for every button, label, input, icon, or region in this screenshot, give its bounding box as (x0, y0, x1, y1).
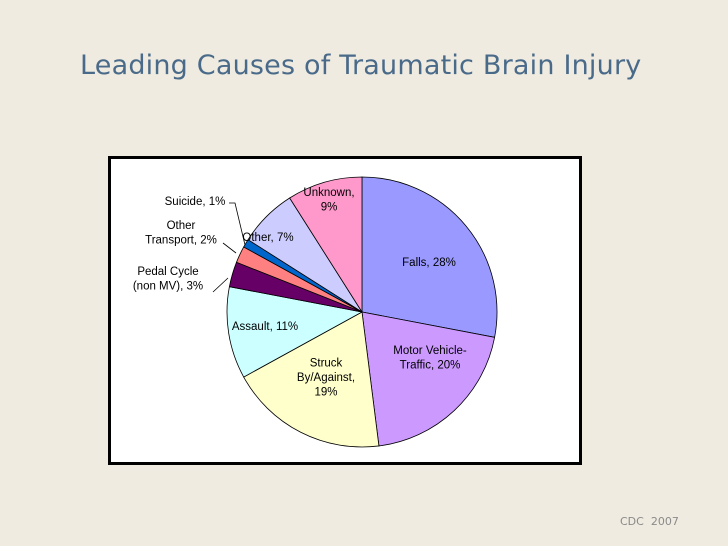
slice-labels: Falls, 28% Motor Vehicle- Traffic, 20% Stru… (133, 187, 467, 399)
leader-line-7 (229, 202, 246, 246)
leader-lines (212, 202, 246, 293)
pie-chart: Falls, 28% Motor Vehicle- Traffic, 20% Stru… (133, 176, 498, 448)
slice-label-line: 9% (321, 201, 338, 213)
slice-label-7: Suicide, 1% (165, 196, 226, 208)
slice-label-8: Other, 7% (242, 232, 293, 244)
slice-label-line: Pedal Cycle (137, 266, 198, 278)
pie-slice-3 (243, 311, 380, 448)
slice-label-line: Transport, 2% (145, 234, 217, 246)
slice-label-2: Motor Vehicle- Traffic, 20% (393, 345, 467, 372)
slice-label-line: Suicide, 1% (165, 196, 226, 208)
pie-slice-4 (226, 286, 364, 378)
pie-chart-frame: Falls, 28% Motor Vehicle- Traffic, 20% Stru… (108, 156, 582, 465)
leader-line-6 (222, 242, 237, 254)
slice-label-line: By/Against, (297, 372, 355, 384)
slice-label-1: Falls, 28% (402, 257, 456, 269)
slice-label-line: Traffic, 20% (400, 359, 461, 371)
slice-label-line: Motor Vehicle- (393, 345, 467, 357)
slice-label-line: (non MV), 3% (133, 280, 203, 292)
slice-label-line: Other (167, 220, 196, 232)
slice-label-3: Struck By/Against, 19% (297, 358, 355, 399)
slice-label-line: Struck (310, 358, 343, 370)
pie-slice-1 (361, 176, 498, 338)
slice-label-6: Other Transport, 2% (145, 220, 217, 247)
slice-label-line: Unknown, (303, 187, 354, 199)
slide-title: Leading Causes of Traumatic Brain Injury (80, 50, 642, 81)
leader-line-5 (212, 277, 229, 293)
pie-slices (226, 176, 498, 448)
slice-label-line: Assault, 11% (232, 321, 298, 333)
source-credit: CDC 2007 (620, 515, 679, 528)
slice-label-line: Falls, 28% (402, 257, 456, 269)
pie-slice-2 (361, 311, 496, 447)
slice-label-line: Other, 7% (242, 232, 293, 244)
slice-label-5: Pedal Cycle (non MV), 3% (133, 266, 203, 293)
slice-label-line: 19% (314, 387, 337, 399)
slice-label-4: Assault, 11% (232, 321, 298, 333)
pie-slice-9 (289, 176, 363, 314)
slice-label-9: Unknown, 9% (303, 187, 354, 214)
